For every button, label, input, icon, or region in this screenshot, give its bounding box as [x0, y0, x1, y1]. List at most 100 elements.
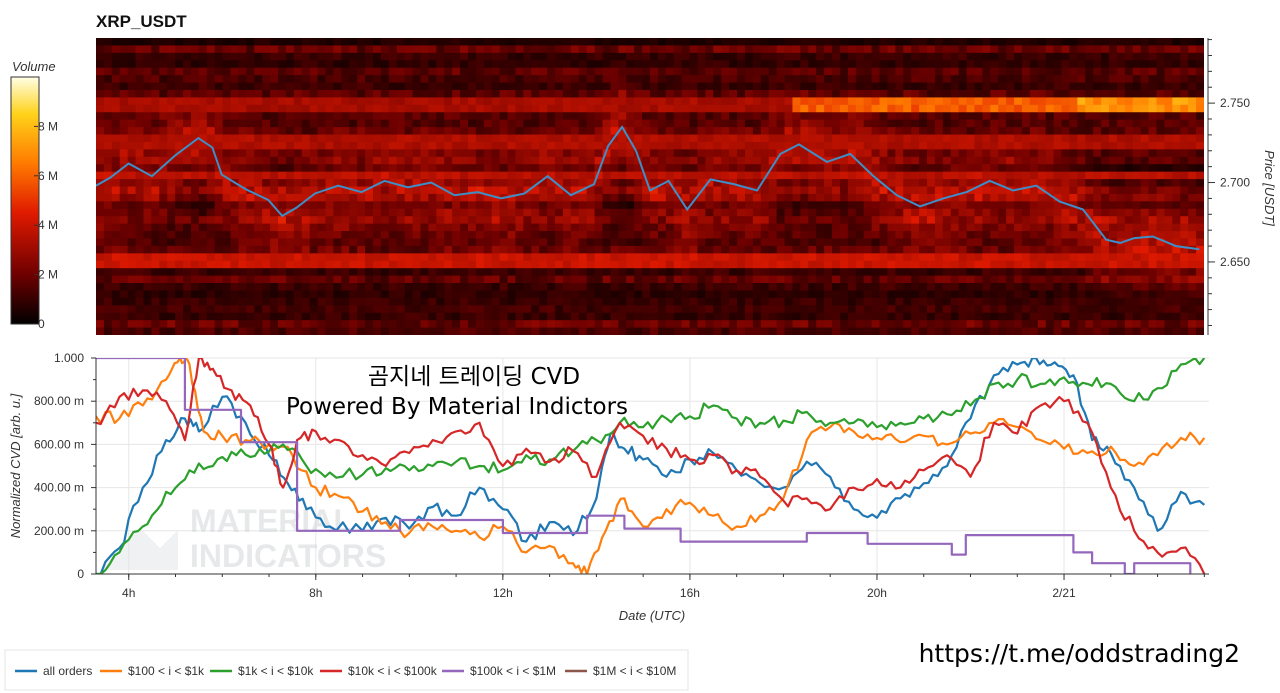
heatmap-cell	[127, 297, 137, 306]
heatmap-cell	[847, 171, 857, 180]
heatmap-cell	[570, 127, 580, 136]
heatmap-cell	[412, 112, 422, 121]
heatmap-cell	[887, 268, 896, 277]
heatmap-cell	[167, 119, 176, 128]
heatmap-cell	[578, 171, 588, 180]
heatmap-cell	[792, 119, 801, 128]
heatmap-cell	[681, 97, 691, 106]
heatmap-cell	[839, 171, 849, 180]
heatmap-cell	[483, 82, 493, 91]
heatmap-cell	[824, 67, 833, 76]
heatmap-cell	[523, 156, 532, 165]
heatmap-cell	[998, 216, 1007, 225]
heatmap-cell	[151, 156, 160, 165]
heatmap-cell	[642, 260, 651, 269]
heatmap-cell	[96, 231, 105, 240]
heatmap-cell	[1029, 253, 1039, 262]
heatmap-cell	[278, 238, 287, 247]
heatmap-cell	[365, 127, 374, 136]
heatmap-cell	[990, 320, 999, 329]
heatmap-cell	[246, 149, 255, 158]
heatmap-cell	[673, 134, 683, 143]
heatmap-cell	[412, 119, 422, 128]
heatmap-cell	[927, 52, 936, 61]
heatmap-cell	[531, 38, 540, 47]
heatmap-cell	[832, 320, 841, 329]
heatmap-cell	[919, 320, 928, 329]
heatmap-cell	[808, 193, 817, 202]
heatmap-cell	[365, 60, 374, 69]
heatmap-cell	[903, 156, 912, 165]
heatmap-cell	[206, 156, 216, 165]
heatmap-cell	[143, 231, 152, 240]
heatmap-cell	[135, 297, 145, 306]
heatmap-cell	[555, 171, 564, 180]
heatmap-cell	[555, 75, 564, 84]
heatmap-cell	[634, 238, 643, 247]
heatmap-cell	[475, 268, 485, 277]
heatmap-cell	[737, 275, 746, 284]
heatmap-cell	[230, 231, 240, 240]
heatmap-cell	[760, 290, 770, 299]
heatmap-cell	[737, 320, 746, 329]
heatmap-cell	[333, 290, 342, 299]
heatmap-cell	[950, 171, 960, 180]
heatmap-cell	[562, 320, 572, 329]
heatmap-cell	[523, 245, 532, 254]
heatmap-cell	[159, 119, 168, 128]
heatmap-cell	[96, 305, 105, 314]
heatmap-cell	[1061, 305, 1071, 314]
heatmap-cell	[839, 320, 849, 329]
heatmap-cell	[325, 186, 335, 195]
heatmap-cell	[950, 60, 960, 69]
heatmap-cell	[863, 208, 873, 217]
heatmap-cell	[839, 75, 849, 84]
heatmap-cell	[934, 67, 944, 76]
heatmap-cell	[808, 312, 817, 321]
heatmap-cell	[586, 245, 596, 254]
heatmap-cell	[127, 253, 137, 262]
heatmap-cell	[333, 156, 342, 165]
heatmap-cell	[167, 45, 176, 54]
heatmap-cell	[570, 327, 580, 335]
heatmap-cell	[246, 67, 255, 76]
heatmap-cell	[642, 201, 651, 210]
heatmap-cell	[942, 97, 952, 106]
heatmap-cell	[705, 231, 714, 240]
heatmap-cell	[610, 127, 619, 136]
heatmap-cell	[246, 52, 255, 61]
heatmap-cell	[111, 45, 121, 54]
heatmap-cell	[1045, 38, 1055, 47]
heatmap-cell	[1029, 112, 1039, 121]
heatmap-cell	[373, 283, 382, 292]
heatmap-cell	[214, 238, 224, 247]
heatmap-cell	[380, 112, 390, 121]
heatmap-cell	[270, 320, 279, 329]
heatmap-cell	[990, 119, 999, 128]
heatmap-cell	[222, 260, 232, 269]
heatmap-cell	[373, 134, 382, 143]
heatmap-cell	[436, 290, 445, 299]
heatmap-cell	[871, 104, 881, 113]
heatmap-cell	[325, 320, 335, 329]
heatmap-cell	[689, 67, 699, 76]
heatmap-cell	[317, 238, 327, 247]
heatmap-cell	[816, 67, 825, 76]
heatmap-cell	[784, 171, 794, 180]
heatmap-cell	[380, 119, 390, 128]
heatmap-cell	[816, 141, 825, 150]
heatmap-cell	[555, 127, 564, 136]
heatmap-cell	[792, 149, 801, 158]
heatmap-cell	[475, 231, 485, 240]
heatmap-cell	[760, 327, 770, 335]
heatmap-cell	[388, 208, 398, 217]
heatmap-cell	[903, 253, 912, 262]
heatmap-cell	[357, 134, 366, 143]
heatmap-cell	[127, 193, 137, 202]
heatmap-cell	[206, 149, 216, 158]
heatmap-cell	[436, 179, 445, 188]
heatmap-cell	[800, 223, 809, 232]
heatmap-cell	[278, 75, 287, 84]
heatmap-cell	[642, 45, 651, 54]
heatmap-cell	[373, 245, 382, 254]
